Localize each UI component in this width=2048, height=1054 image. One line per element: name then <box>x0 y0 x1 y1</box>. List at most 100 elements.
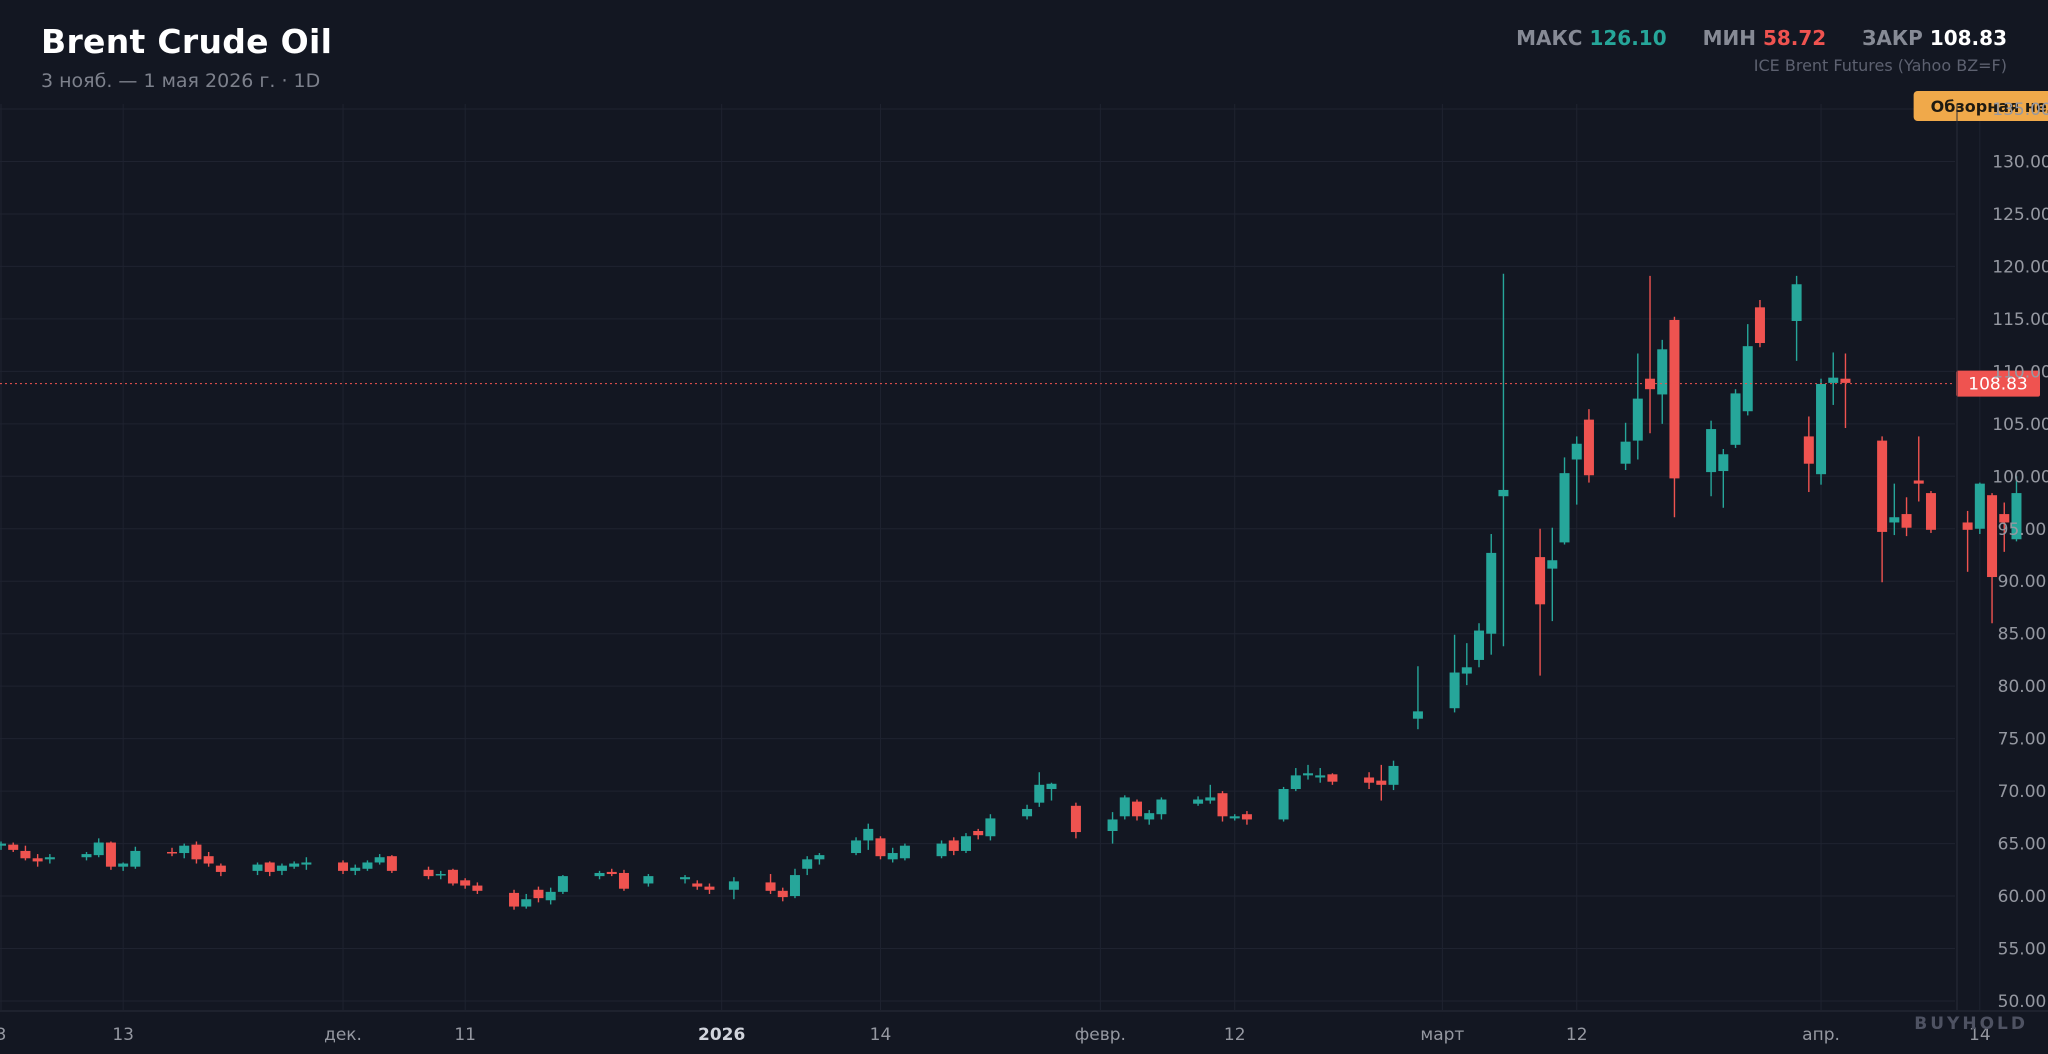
candle <box>1962 510 1973 572</box>
candle <box>704 883 715 894</box>
candle-body <box>606 871 617 875</box>
candle-body <box>1217 793 1228 817</box>
candle <box>130 846 141 869</box>
price-tick-label: 65.00 <box>1998 835 2047 855</box>
candle <box>374 854 385 865</box>
time-tick-label: апр. <box>1802 1025 1840 1045</box>
candle <box>1144 810 1155 825</box>
candle-body <box>1131 801 1142 817</box>
time-tick-label: 3 <box>0 1025 6 1045</box>
candle <box>1889 483 1900 536</box>
candle <box>167 847 178 857</box>
candle <box>1583 409 1594 483</box>
candle <box>460 878 471 889</box>
time-tick-label: март <box>1420 1025 1464 1045</box>
candle-body <box>81 854 92 858</box>
candle <box>1535 528 1546 676</box>
candle <box>105 841 116 870</box>
candle-body <box>509 892 520 907</box>
price-stats: МАКС 126.10 МИН 58.72 ЗАКР 108.83 <box>1516 26 2007 50</box>
candle <box>276 863 287 876</box>
highlight-badge-label: Обзорная неделя <box>1931 97 2048 116</box>
candle-body <box>1327 774 1338 782</box>
candle <box>936 840 947 859</box>
candle <box>1412 666 1423 730</box>
highlight-badge <box>1913 91 2048 121</box>
watermark-logo: BUYHOLD <box>1914 1014 2028 1034</box>
candle-body <box>1828 377 1839 383</box>
candle <box>1840 353 1851 429</box>
candle <box>1706 420 1717 497</box>
time-tick-label: 14 <box>1969 1025 1991 1045</box>
candle <box>203 851 214 867</box>
candle-body <box>1278 789 1289 820</box>
candle <box>1913 436 1924 502</box>
candle-body <box>1742 346 1753 412</box>
candle <box>252 862 263 876</box>
candle <box>1791 275 1802 361</box>
chart-title: Brent Crude Oil <box>41 22 333 61</box>
candle-body <box>374 857 385 863</box>
min-value: 58.72 <box>1762 26 1827 50</box>
candle <box>1645 275 1656 434</box>
price-tick-label: 90.00 <box>1998 572 2047 592</box>
candle <box>1901 497 1912 537</box>
chart-subtitle: 3 нояб. — 1 мая 2026 г. · 1D <box>41 70 321 92</box>
candle-body <box>0 843 6 846</box>
candle <box>1571 436 1582 505</box>
candle-body <box>1706 429 1717 473</box>
candle <box>301 857 312 870</box>
price-tick-label: 130.00 <box>1992 152 2048 172</box>
candle <box>1229 814 1240 821</box>
candle <box>1754 299 1765 348</box>
candle-body <box>350 867 361 871</box>
candle-body <box>985 818 996 837</box>
candle-body <box>1999 514 2010 523</box>
last-price-badge <box>1956 370 2040 397</box>
candle-body <box>1974 483 1985 529</box>
chart-grid <box>0 104 1981 1010</box>
candle-body <box>1925 493 1936 530</box>
candle <box>118 862 129 871</box>
candle-body <box>1193 799 1204 804</box>
candle <box>1022 804 1033 820</box>
candle <box>1131 799 1142 821</box>
candle <box>1217 791 1228 822</box>
candle <box>960 833 971 854</box>
candle <box>264 861 275 877</box>
time-tick-label: 14 <box>870 1025 892 1045</box>
candle-body <box>1315 775 1326 778</box>
candle-body <box>1535 557 1546 605</box>
candle <box>1718 449 1729 508</box>
chart-overlay: 108.83 <box>0 370 2040 397</box>
candle-body <box>1205 797 1216 801</box>
price-axis: 50.00 55.00 60.00 65.00 70.00 75.00 80.00 85.00… <box>1956 100 2048 1012</box>
candle <box>985 814 996 841</box>
candle-body <box>447 869 458 884</box>
candle <box>179 843 190 859</box>
candle-body <box>1669 319 1680 479</box>
candle <box>20 845 31 861</box>
candle-body <box>105 842 116 867</box>
candle <box>215 863 226 877</box>
candle-body <box>887 853 898 860</box>
candle <box>973 828 984 840</box>
price-tick-label: 110.00 <box>1992 362 2048 382</box>
candle <box>386 855 397 873</box>
candle-body <box>167 851 178 854</box>
candle-body <box>1754 307 1765 344</box>
candle <box>1559 457 1570 545</box>
candle <box>1547 527 1558 622</box>
price-tick-label: 75.00 <box>1998 730 2047 750</box>
candle-body <box>1119 797 1130 817</box>
candle-body <box>460 880 471 886</box>
candle-body <box>1388 765 1399 785</box>
candle <box>1303 764 1314 780</box>
candle <box>1632 353 1643 460</box>
price-tick-label: 125.00 <box>1992 205 2048 225</box>
candle <box>777 887 788 902</box>
candle <box>2011 476 2022 542</box>
time-tick-label: 12 <box>1566 1025 1588 1045</box>
candle-body <box>863 828 874 841</box>
